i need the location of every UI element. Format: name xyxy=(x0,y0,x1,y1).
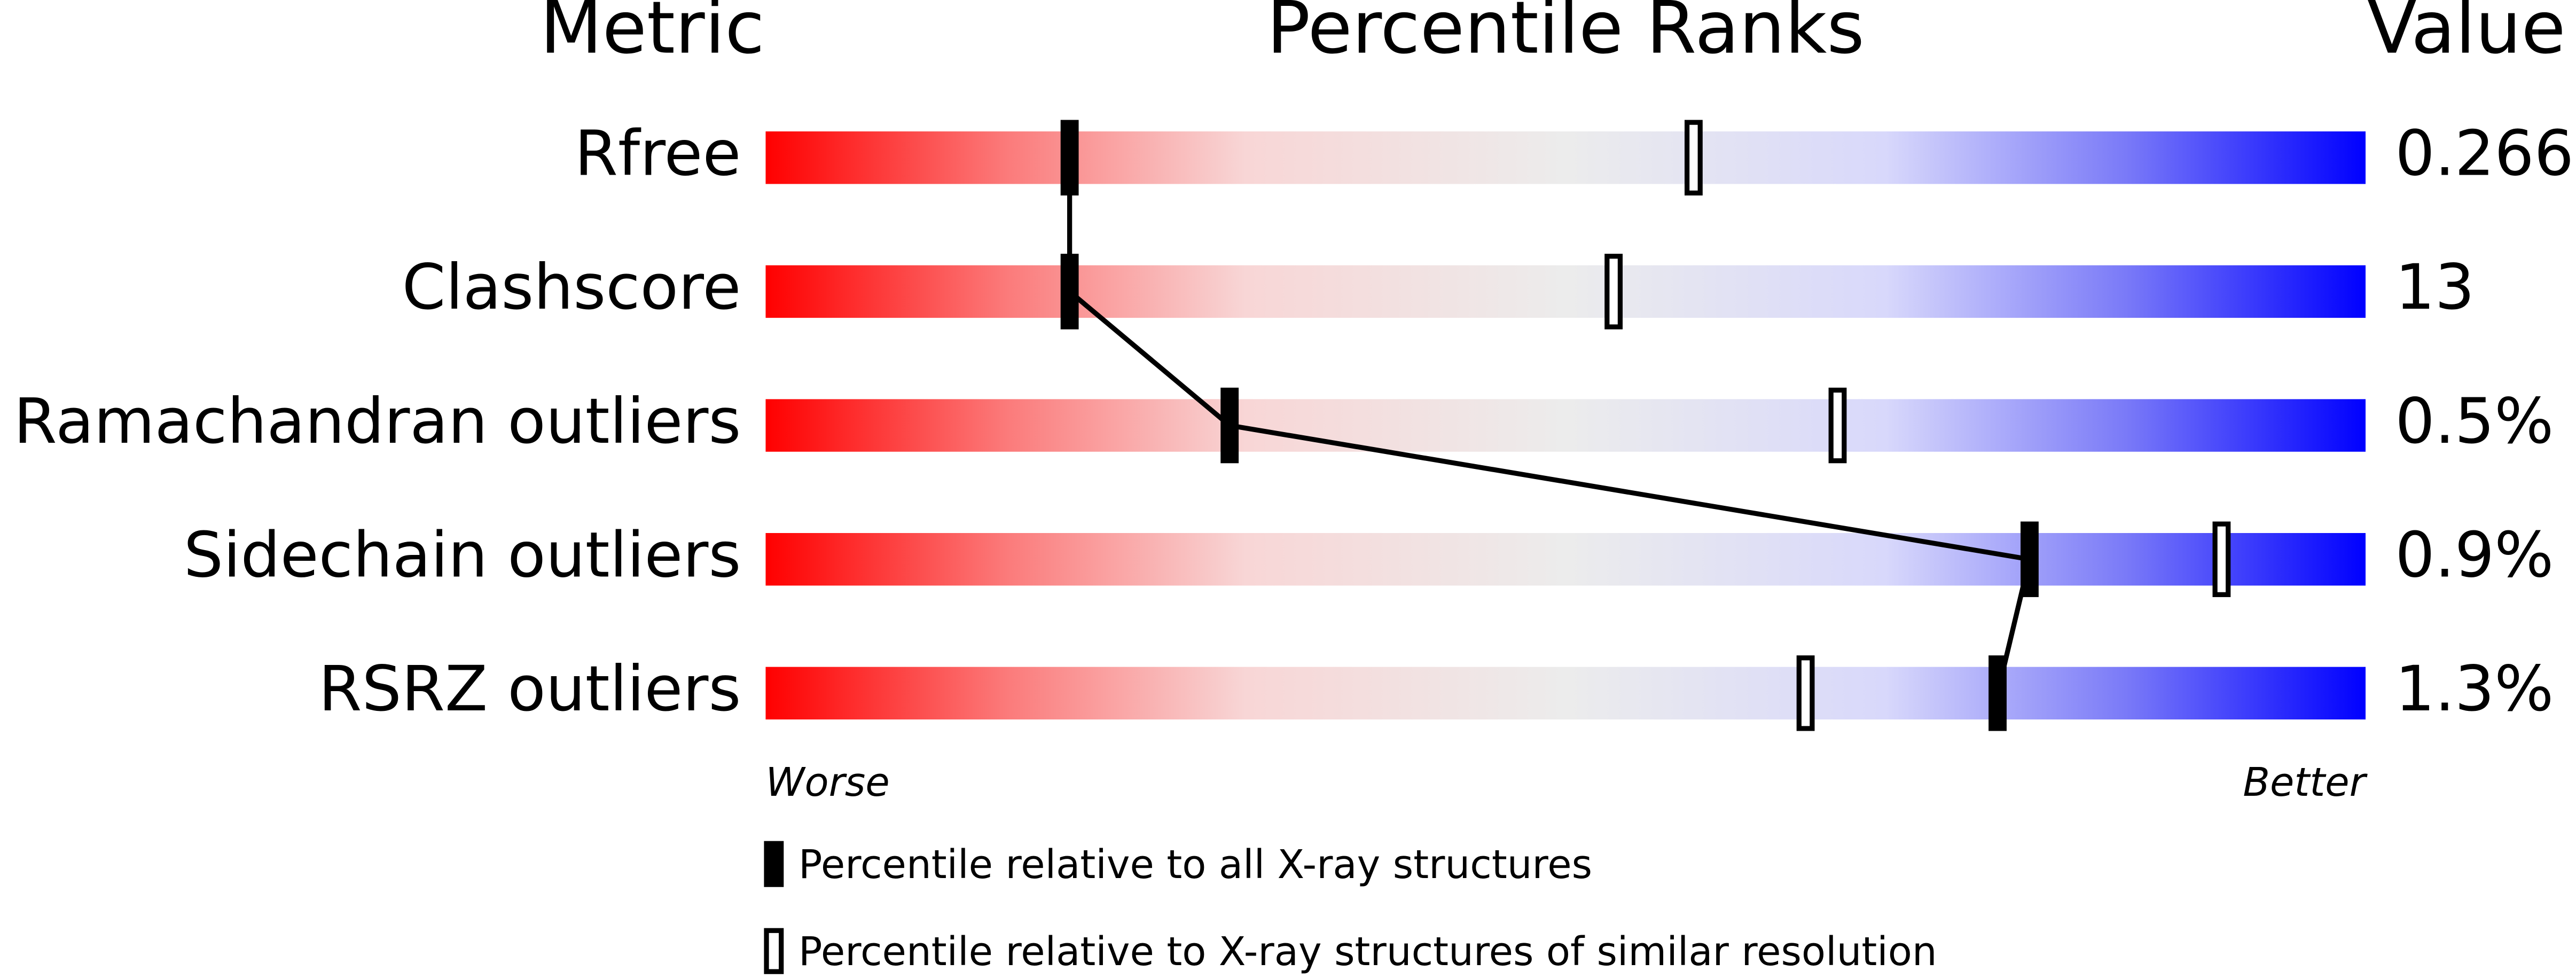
all-marker xyxy=(1060,120,1079,195)
all-marker xyxy=(1988,655,2007,731)
metric-value: 0.5% xyxy=(2395,385,2554,458)
metric-value: 0.266 xyxy=(2395,117,2574,190)
legend-swatch xyxy=(764,928,784,974)
legend-label: Percentile relative to X-ray structures … xyxy=(798,929,1937,975)
similar-marker xyxy=(1604,254,1623,330)
legend-swatch xyxy=(764,841,784,887)
value-header: Value xyxy=(2367,0,2566,70)
percentile-bar xyxy=(765,131,2366,184)
metric-value: 13 xyxy=(2395,251,2475,324)
metric-label: Sidechain outliers xyxy=(184,519,741,591)
similar-marker xyxy=(1796,655,1815,731)
metric-label: Rfree xyxy=(575,117,741,190)
metric-label: Clashscore xyxy=(402,251,741,324)
all-marker xyxy=(1220,387,1239,464)
percentile-bar xyxy=(765,265,2366,318)
all-marker xyxy=(2021,521,2039,597)
legend-label: Percentile relative to all X-ray structu… xyxy=(798,842,1592,888)
percentile-bar xyxy=(765,667,2366,720)
worse-label: Worse xyxy=(765,759,889,805)
similar-marker xyxy=(1684,120,1703,195)
similar-marker xyxy=(1828,387,1847,464)
metric-header: Metric xyxy=(540,0,765,70)
metric-value: 1.3% xyxy=(2395,653,2554,725)
percentile-bar xyxy=(765,399,2366,452)
metric-label: Ramachandran outliers xyxy=(13,385,741,458)
better-label: Better xyxy=(2243,759,2368,805)
metric-label: RSRZ outliers xyxy=(318,653,741,725)
similar-marker xyxy=(2212,521,2231,597)
all-marker xyxy=(1060,254,1079,330)
percentile-bar xyxy=(765,533,2366,586)
metric-value: 0.9% xyxy=(2395,519,2554,591)
ranks-header: Percentile Ranks xyxy=(1267,0,1865,70)
